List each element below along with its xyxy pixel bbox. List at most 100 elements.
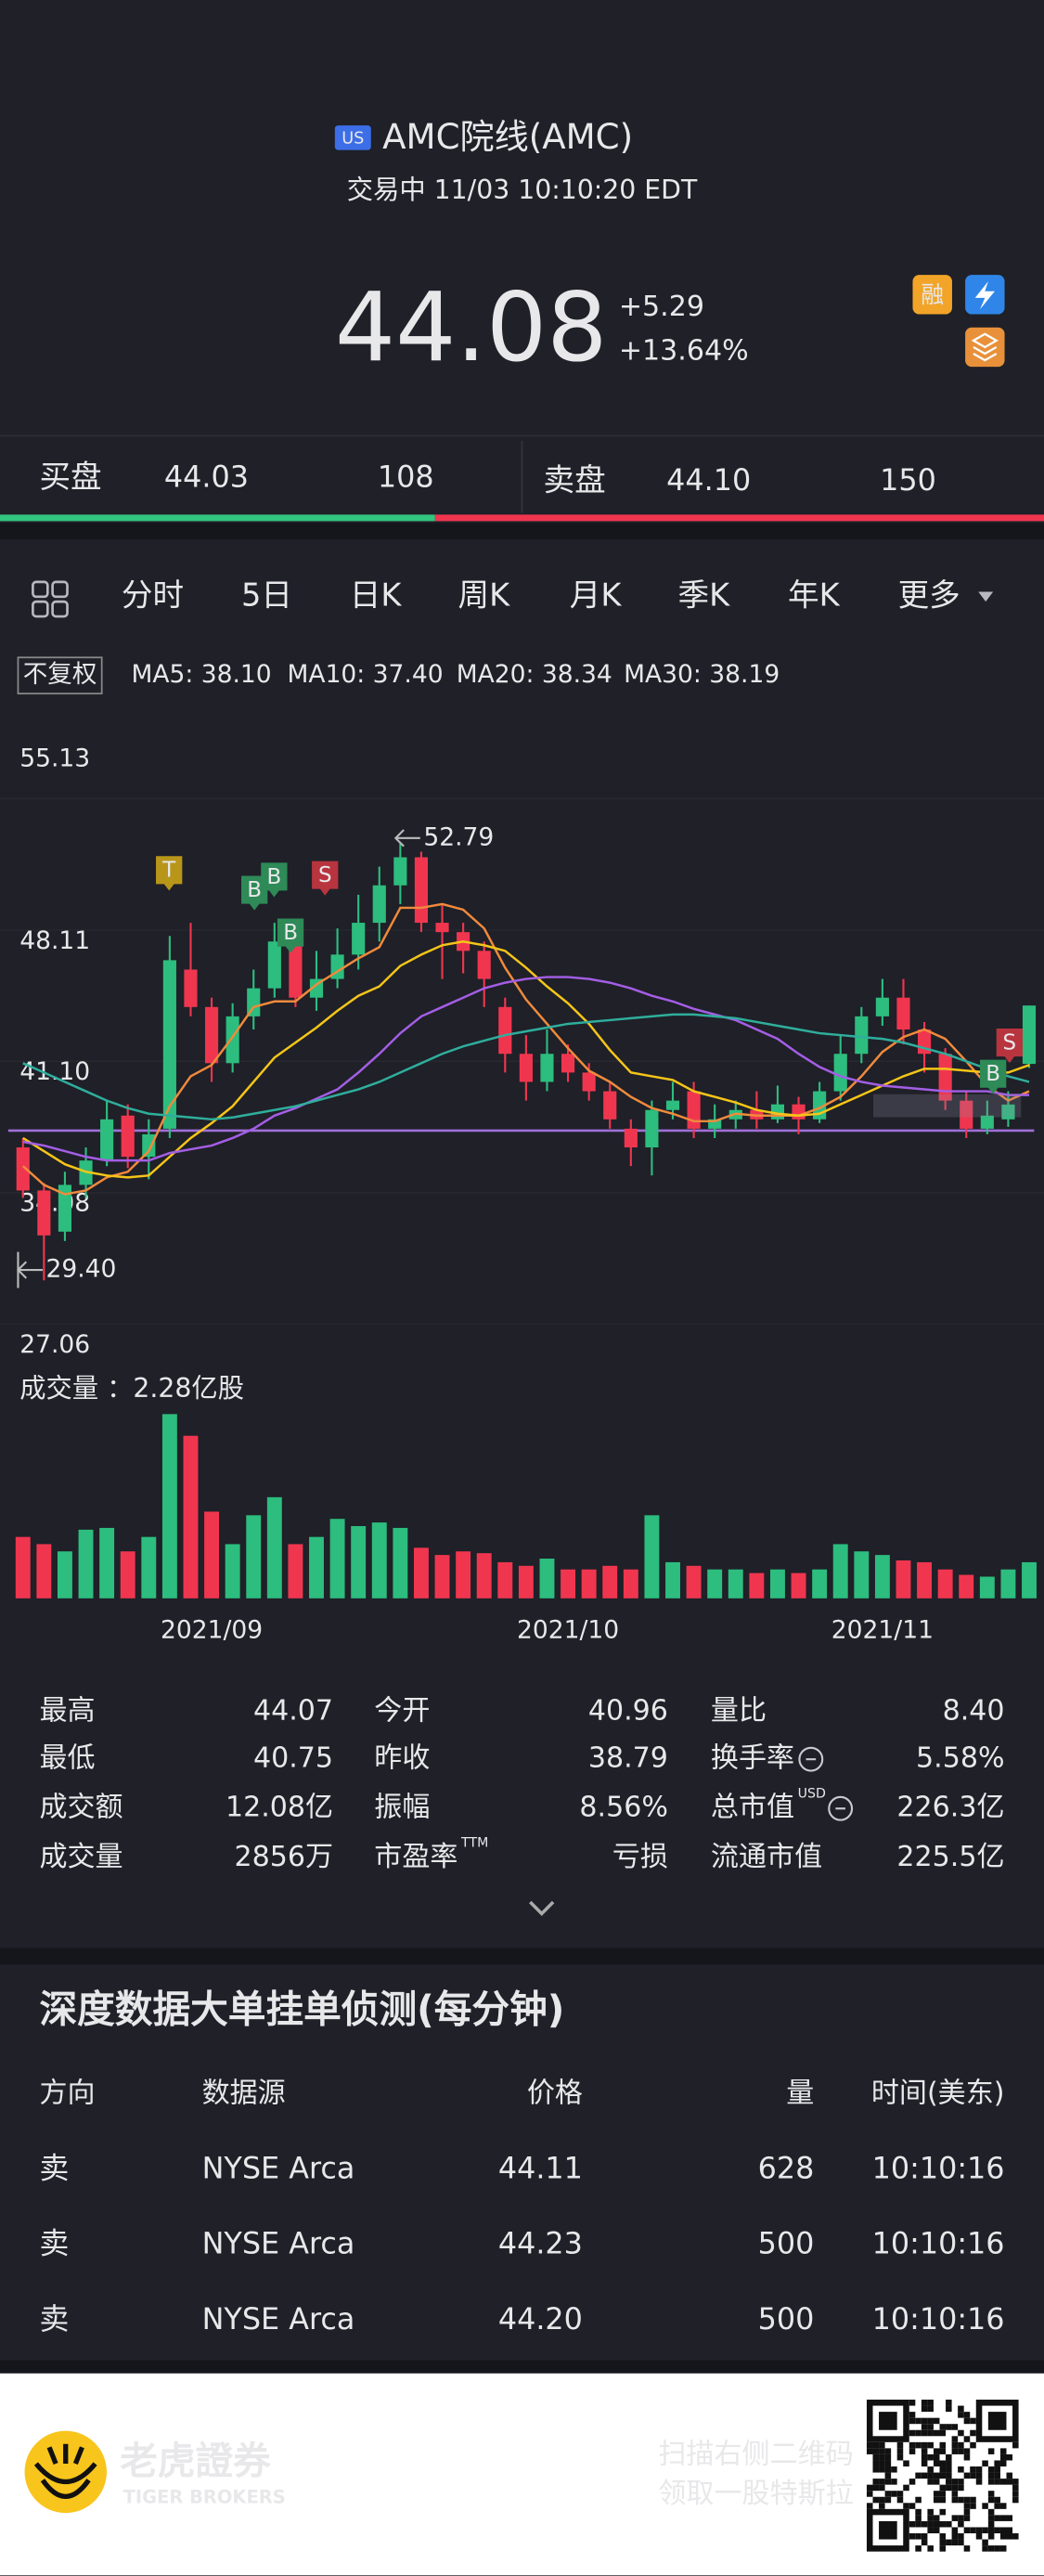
promo-text: 领取一股特斯拉 xyxy=(658,2478,853,2510)
qr-module xyxy=(987,2466,995,2473)
tab[interactable]: 季K xyxy=(678,576,731,613)
qr-module xyxy=(946,2400,952,2406)
table-cell: 44.23 xyxy=(498,2226,583,2261)
qr-module xyxy=(927,2424,934,2430)
ma-legend: MA5: 38.10 xyxy=(132,660,272,689)
stat-value: 44.07 xyxy=(253,1694,333,1727)
candle-body xyxy=(519,1054,533,1082)
qr-module xyxy=(909,2400,916,2406)
tab[interactable]: 月K xyxy=(570,576,623,613)
tab[interactable]: 更多 xyxy=(898,576,960,613)
qr-module xyxy=(879,2496,885,2504)
layer-icon xyxy=(971,332,999,362)
table-cell: 卖 xyxy=(39,2150,69,2185)
y-tick-label: 34.08 xyxy=(19,1189,90,1218)
qr-module xyxy=(927,2479,934,2485)
candle-body xyxy=(875,997,889,1016)
qr-module xyxy=(939,2545,947,2552)
qr-module xyxy=(946,2460,952,2467)
last-price: 44.08 xyxy=(335,273,608,383)
volume-bar xyxy=(518,1565,534,1599)
qr-module xyxy=(951,2479,959,2485)
more-arrow[interactable] xyxy=(978,591,994,602)
qr-module xyxy=(921,2460,928,2467)
ask-bar xyxy=(434,514,1044,522)
qr-module xyxy=(982,2460,988,2467)
candle-body xyxy=(498,1006,512,1055)
qr-module xyxy=(987,2472,995,2479)
qr-module xyxy=(975,2527,983,2534)
volume-bar xyxy=(561,1569,576,1599)
qr-module xyxy=(987,2496,995,2504)
qr-module xyxy=(963,2503,971,2509)
qr-module xyxy=(987,2545,995,2552)
qr-module xyxy=(896,2453,904,2461)
volume-bar xyxy=(769,1569,785,1599)
qr-module xyxy=(933,2472,940,2479)
qr-module xyxy=(872,2484,880,2492)
stat-value: 225.5亿 xyxy=(896,1841,1004,1873)
qr-module xyxy=(939,2429,947,2437)
selection-band xyxy=(873,1094,1022,1118)
stat-label: 换手率 xyxy=(711,1742,794,1775)
qr-module xyxy=(927,2441,934,2449)
expand-chevron[interactable] xyxy=(529,1900,555,1916)
tab[interactable]: 年K xyxy=(788,576,841,613)
qr-module xyxy=(927,2520,934,2528)
tab[interactable]: 5日 xyxy=(241,576,292,613)
qr-module xyxy=(884,2460,892,2467)
qr-module xyxy=(872,2466,880,2473)
volume-bar xyxy=(225,1544,240,1599)
stock-title: AMC院线(AMC) xyxy=(382,117,633,157)
qr-module xyxy=(915,2533,922,2540)
tab[interactable]: 分时 xyxy=(122,576,184,613)
qr-module xyxy=(921,2400,928,2406)
qr-module xyxy=(921,2520,928,2528)
table-cell: 10:10:16 xyxy=(872,2301,1005,2337)
qr-module xyxy=(915,2508,922,2516)
qr-module xyxy=(909,2417,916,2425)
qr-module xyxy=(927,2508,934,2516)
x-tick-label: 2021/09 xyxy=(161,1616,263,1645)
trade-marker-label: S xyxy=(1003,1030,1017,1055)
qr-module xyxy=(933,2527,940,2534)
candle-body xyxy=(267,941,281,989)
stat-value: 40.96 xyxy=(588,1694,668,1727)
candle-body xyxy=(645,1109,659,1148)
volume-bar xyxy=(581,1569,597,1599)
qr-module xyxy=(939,2496,947,2504)
qr-module xyxy=(939,2460,947,2467)
qr-module xyxy=(909,2448,916,2454)
qr-module xyxy=(999,2503,1007,2509)
trade-marker xyxy=(156,856,183,891)
qr-module xyxy=(1012,2496,1019,2504)
qr-module xyxy=(884,2496,892,2504)
qr-module xyxy=(1006,2515,1013,2521)
qr-module xyxy=(915,2441,922,2449)
qr-module xyxy=(994,2479,1000,2485)
bid-size: 108 xyxy=(378,459,434,494)
volume-bar xyxy=(456,1551,471,1599)
qr-module xyxy=(963,2412,971,2418)
qr-module xyxy=(927,2405,934,2413)
tab[interactable]: 周K xyxy=(458,576,511,613)
qr-module xyxy=(963,2508,971,2516)
adjust-box[interactable] xyxy=(17,656,103,695)
info-icon[interactable] xyxy=(828,1795,854,1821)
grid-icon[interactable] xyxy=(51,600,69,618)
adjust-label[interactable]: 不复权 xyxy=(23,660,97,689)
grid-icon[interactable] xyxy=(51,580,69,599)
section-gap xyxy=(0,1948,1044,1965)
qr-finder xyxy=(866,2400,909,2442)
price-change-pct: +13.64% xyxy=(619,335,749,368)
tab[interactable]: 日K xyxy=(350,576,403,613)
info-icon[interactable] xyxy=(798,1746,824,1772)
qr-module xyxy=(903,2503,909,2509)
ma-line xyxy=(21,902,1030,1196)
qr-module xyxy=(891,2479,897,2485)
qr-module xyxy=(927,2527,934,2534)
grid-icon[interactable] xyxy=(32,580,49,599)
candle-body xyxy=(204,1006,219,1064)
grid-icon[interactable] xyxy=(32,600,49,618)
trade-marker xyxy=(980,1059,1007,1094)
